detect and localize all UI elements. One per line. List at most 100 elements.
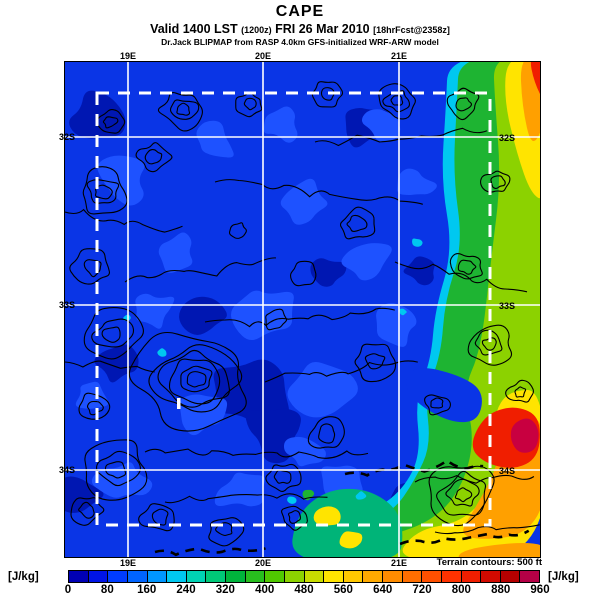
cape-region [157,348,167,357]
terrain-contour [157,92,203,132]
terrain-contour [264,360,418,383]
terrain-contour [168,358,221,405]
terrain-contour [78,501,95,519]
cape-region [341,243,392,281]
terrain-contour [455,97,473,112]
colorbar-cell [461,571,482,582]
lon-tick-top-21E: 21E [390,51,408,61]
terrain-contour [138,503,175,532]
cape-region [355,491,367,500]
terrain-contour [65,208,183,233]
terrain-contour [265,308,288,331]
terrain-contour [164,493,328,504]
terrain-contour [186,371,207,388]
cape-region [214,472,266,507]
terrain-contour [287,510,301,524]
terrain-contour [84,439,148,501]
cape-region [310,258,347,287]
valid-zulu: (1200z) [241,25,272,36]
terrain-contour [346,214,368,232]
terrain-contour [169,99,200,120]
colorbar-cell [284,571,305,582]
terrain-contour [180,365,213,393]
terrain-contour [86,179,120,204]
colorbar-cell [343,571,364,582]
cape-region [75,381,109,409]
forecast-tag: [18hrFcst@2358z] [373,25,450,36]
colorbar-tick-label: 480 [294,584,314,596]
cape-region [135,293,175,329]
terrain-contour [214,179,423,205]
terrain-contour [311,81,344,108]
lon-tick-bottom-21E: 21E [390,558,408,568]
terrain-contour [104,461,127,479]
colorbar-cell [383,571,403,582]
colorbar [68,570,540,583]
lat-tick-right-33S: 33S [499,301,515,311]
colorbar-cell [127,571,148,582]
terrain-contour [480,170,511,193]
cape-region [65,476,104,513]
colorbar-tick-label: 400 [255,584,275,596]
lat-tick-left-34S: 34S [58,465,76,475]
colorbar-cell [422,571,442,582]
terrain-contour [82,166,128,215]
colorbar-tick-label: 880 [491,584,511,596]
colorbar-cell [108,571,128,582]
terrain-contour [454,487,473,503]
terrain-contour [144,448,369,459]
terrain-contour [243,97,257,111]
valid-time-line: Valid 1400 LST (1200z) FRI 26 Mar 2010 [… [0,22,600,36]
domain-boundary [95,91,492,527]
colorbar-cell [186,571,207,582]
cape-region [287,361,358,418]
terrain-contour [481,337,497,351]
terrain-contour [151,508,169,526]
cape-region [91,462,153,498]
terrain-contour [314,127,488,147]
colorbar-cell [147,571,168,582]
cape-region [196,120,234,158]
thick-dashed-contour [399,529,530,546]
terrain-contour [490,175,506,189]
page-title: CAPE [275,3,325,20]
cape-region [510,418,539,453]
terrain-contour [148,344,243,413]
cape-region [179,296,227,335]
cape-region [179,394,228,436]
colorbar-cell [226,571,246,582]
cape-region [302,489,315,501]
terrain-contour [449,253,483,280]
thick-dashed-contour [154,547,266,557]
terrain-contour [446,87,480,121]
colorbar-unit-left: [J/kg] [8,571,39,583]
cape-region [458,542,540,557]
colorbar-cell [441,571,462,582]
terrain-contour [505,379,534,403]
terrain-contour [83,307,144,360]
terrain-contour [176,102,191,116]
terrain-contour [320,87,335,101]
colorbar-cell [69,571,89,582]
cape-region [397,168,437,195]
cape-region [280,178,328,225]
thick-dashed-contour [344,458,484,477]
cape-region [376,303,417,347]
terrain-contour [101,326,121,343]
cape-region [361,109,401,143]
colorbar-cell [520,571,539,582]
terrain-contour [157,349,230,408]
terrain-contour [265,463,302,492]
cape-region [213,359,289,427]
terrain-contour [364,353,386,370]
terrain-contour [339,206,376,240]
cape-region [530,62,540,94]
valid-prefix: Valid 1400 LST [150,22,238,37]
terrain-map-svg: 32S 33S 34S [65,62,540,557]
cape-region [158,232,193,273]
colorbar-tick-label: 720 [412,584,432,596]
terrain-contour [144,149,163,165]
colorbar-cell [265,571,285,582]
lon-tick-bottom-20E: 20E [254,558,272,568]
